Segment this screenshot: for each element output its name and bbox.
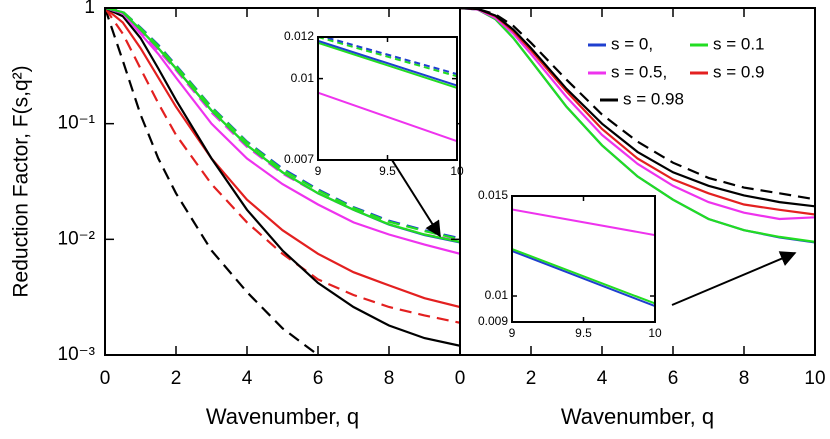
x-tick-label: 0 <box>455 368 466 389</box>
line <box>318 39 457 87</box>
x-tick-label: 9 <box>315 164 322 178</box>
x-tick-label: 9.5 <box>379 164 396 178</box>
y-axis-label: Reduction Factor, F(s,q²) <box>10 65 33 297</box>
line <box>460 8 815 208</box>
x-tick-label: 2 <box>526 368 537 389</box>
line <box>318 41 457 89</box>
line <box>105 8 460 309</box>
arrow <box>391 159 441 238</box>
y-tick-label: 10⁻³ <box>58 344 96 365</box>
line <box>460 8 815 201</box>
x-tick-label: 8 <box>384 368 395 389</box>
line <box>318 91 457 143</box>
x-tick-label: 0 <box>100 368 111 389</box>
line <box>512 208 655 237</box>
x-tick-label: 9 <box>509 326 516 340</box>
series-group <box>460 8 815 244</box>
y-tick-label: 0.009 <box>478 314 508 328</box>
x-tick-label: 10 <box>648 326 662 340</box>
line <box>105 8 460 324</box>
x-tick-label: 8 <box>739 368 750 389</box>
x-tick-label: 2 <box>171 368 182 389</box>
line <box>105 8 460 255</box>
line <box>318 37 457 78</box>
plot <box>105 8 460 355</box>
x-axis-label: Wavenumber, q <box>561 404 714 429</box>
x-tick-label: 9.5 <box>575 326 592 340</box>
plot <box>512 208 655 308</box>
arrow <box>671 251 797 306</box>
plots: 0 2 4 6 8 1 10⁻¹ 10⁻² 10⁻³ Wavenumber, q Reduction… <box>10 0 826 429</box>
legend-label: s = 0.9 <box>713 62 765 81</box>
y-tick-label: 0.012 <box>284 29 314 43</box>
line <box>512 250 655 308</box>
y-tick-label: 0.007 <box>284 152 314 166</box>
legend-label: s = 0.5, <box>611 62 667 81</box>
line <box>512 248 655 305</box>
x-axis-label: Wavenumber, q <box>206 404 359 429</box>
y-tick-label: 0.015 <box>478 188 508 202</box>
y-tick-label: 10⁻¹ <box>58 113 96 134</box>
y-tick-label: 0.01 <box>291 71 315 85</box>
legend-label: s = 0.98 <box>623 89 684 108</box>
line <box>460 8 815 221</box>
x-tick-label: 4 <box>597 368 608 389</box>
y-tick-label: 1 <box>84 0 95 18</box>
x-tick-label: 6 <box>668 368 679 389</box>
plot <box>460 8 815 244</box>
x-tick-label: 10 <box>804 368 825 389</box>
plot <box>318 37 457 143</box>
series-group <box>318 37 457 143</box>
legend-label: s = 0, <box>611 34 653 53</box>
frame <box>459 7 816 356</box>
x-tick-label: 4 <box>242 368 253 389</box>
legend-label: s = 0.1 <box>713 34 765 53</box>
series-group <box>512 208 655 308</box>
line <box>321 37 457 76</box>
y-tick-label: 10⁻² <box>58 228 96 249</box>
line <box>105 8 460 347</box>
x-tick-label: 10 <box>450 164 464 178</box>
y-tick-label: 0.01 <box>485 288 509 302</box>
series-group <box>105 8 460 355</box>
x-tick-label: 6 <box>313 368 324 389</box>
line <box>105 8 460 241</box>
